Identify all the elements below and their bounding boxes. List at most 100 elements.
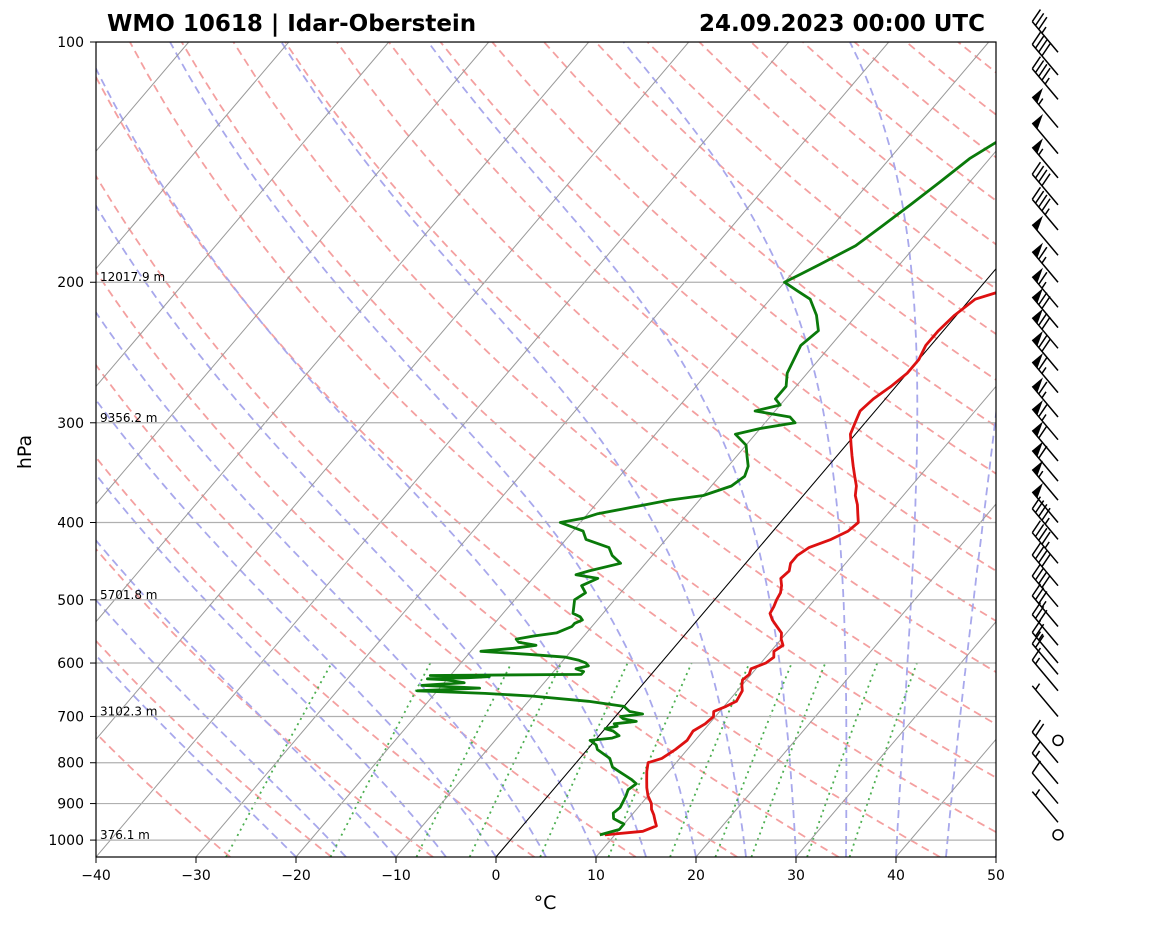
barb-half	[1044, 208, 1050, 216]
barb-staff	[1031, 198, 1059, 231]
barb-full	[1031, 31, 1042, 45]
height-label: 12017.9 m	[100, 270, 165, 284]
wind-barb	[1031, 542, 1059, 587]
mixing-ratio-lines	[225, 662, 918, 857]
wind-barb	[1031, 719, 1059, 764]
wind-barb	[1031, 242, 1059, 283]
wind-barb	[1031, 186, 1059, 231]
barb-full	[1034, 12, 1045, 26]
x-tick-label: −40	[81, 868, 111, 884]
wind-barb	[1031, 400, 1059, 441]
dry-adiabat-line	[543, 42, 996, 428]
x-tick-label: −20	[281, 868, 311, 884]
height-label: 376.1 m	[100, 828, 150, 842]
barb-flag	[1032, 288, 1044, 304]
y-tick-label: 900	[57, 797, 84, 813]
barb-flag	[1032, 460, 1044, 476]
wind-barb	[1031, 789, 1059, 823]
barb-full	[1038, 169, 1048, 183]
x-tick-label: −10	[381, 868, 411, 884]
dewpoint-line	[415, 140, 996, 837]
barb-full	[1034, 190, 1045, 204]
barb-full	[1038, 335, 1048, 348]
barb-flag	[1032, 352, 1044, 369]
wind-barb	[1031, 330, 1059, 371]
isotherm-line	[795, 620, 996, 857]
wind-barb	[1031, 9, 1059, 53]
barb-full	[1038, 312, 1048, 326]
dry-adiabat-line	[96, 547, 434, 857]
barb-full	[1038, 194, 1048, 208]
dry-adiabat-line	[232, 42, 996, 726]
barb-full	[1034, 500, 1045, 514]
barb-staff	[1031, 595, 1059, 627]
x-axis-ticks: −40 −30 −20 −10 0 10 20 30 40 50	[81, 857, 1005, 884]
barb-full	[1041, 198, 1051, 212]
barb-full	[1038, 527, 1048, 541]
moist-adiabats	[96, 42, 996, 857]
chart-title-datetime: 24.09.2023 00:00 UTC	[699, 11, 985, 37]
moist-adiabat-line	[96, 598, 347, 857]
x-tick-label: 30	[787, 868, 805, 884]
moist-adiabat-line	[280, 42, 747, 857]
barb-full	[1038, 39, 1048, 53]
barb-full	[1038, 63, 1048, 77]
zero-isotherm	[495, 267, 996, 857]
barb-flag	[1032, 242, 1044, 258]
x-axis-label: °C	[534, 892, 557, 914]
barb-flag	[1032, 330, 1044, 346]
barb-full	[1034, 60, 1045, 73]
barb-half	[1034, 683, 1041, 691]
barb-full	[1031, 9, 1042, 23]
y-tick-label: 1000	[48, 833, 84, 849]
barb-full	[1038, 591, 1048, 604]
wind-barb	[1031, 740, 1059, 785]
barb-half	[1041, 256, 1047, 264]
barb-full	[1041, 338, 1051, 352]
barb-full	[1034, 723, 1045, 737]
barb-full	[1041, 173, 1051, 187]
moist-adiabat-line	[96, 654, 297, 857]
y-axis-label: hPa	[14, 435, 36, 469]
barb-full	[1041, 507, 1051, 521]
barb-full	[1034, 524, 1045, 537]
barb-full	[1034, 587, 1045, 601]
barb-flag	[1032, 308, 1044, 324]
mixing-ratio-line	[750, 662, 827, 857]
barb-flag	[1032, 482, 1044, 498]
wind-barb	[1031, 56, 1059, 100]
barb-flag	[1032, 441, 1044, 457]
barb-full	[1034, 546, 1045, 560]
mixing-ratio-line	[669, 662, 751, 857]
y-tick-label: 600	[57, 656, 84, 672]
barb-full	[1041, 43, 1051, 57]
y-axis-ticks: 100 200 300 400 500 600 700 800 900 1000	[48, 35, 96, 849]
barb-staff	[1031, 752, 1059, 785]
wind-barb	[1031, 441, 1059, 482]
y-tick-label: 300	[57, 416, 84, 432]
wind-barb	[1031, 760, 1059, 805]
barb-half	[1041, 281, 1047, 289]
barb-full	[1041, 575, 1051, 588]
moist-adiabat-line	[96, 398, 497, 857]
barb-half	[1041, 26, 1047, 34]
mixing-ratio-line	[806, 662, 879, 857]
x-tick-label: 40	[887, 868, 905, 884]
barb-half	[1041, 600, 1047, 608]
chart-title-station: WMO 10618 | Idar-Oberstein	[107, 11, 476, 37]
barb-full	[1038, 550, 1048, 564]
barb-full	[1031, 719, 1042, 733]
wind-barbs	[1031, 9, 1064, 841]
dry-adiabat-line	[284, 42, 996, 674]
isotherm-line	[295, 42, 990, 857]
wind-barb	[1031, 161, 1059, 206]
moist-adiabat-line	[945, 406, 996, 857]
dry-adiabat-line	[96, 731, 231, 857]
moist-adiabat-line	[849, 42, 919, 857]
wind-barb	[1031, 683, 1059, 717]
barb-full	[1041, 67, 1051, 81]
isotherm-line	[195, 42, 890, 857]
barb-full	[1031, 760, 1042, 774]
wind-barb	[1031, 520, 1059, 564]
